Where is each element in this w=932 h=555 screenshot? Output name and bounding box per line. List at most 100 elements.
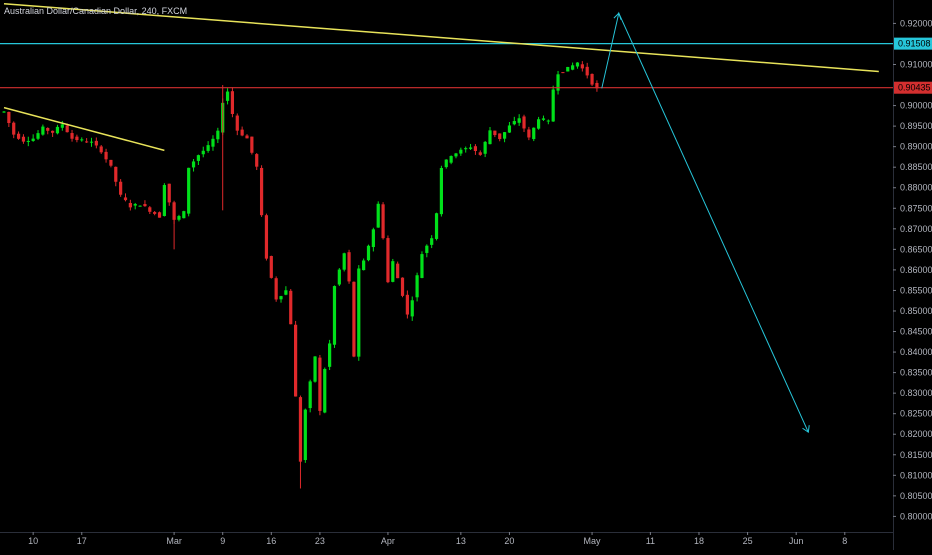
- candle-body: [60, 124, 64, 128]
- candle-body: [580, 64, 584, 69]
- candle: [7, 111, 11, 127]
- candle-body: [255, 154, 259, 167]
- candle-body: [556, 74, 560, 91]
- candles-layer: [2, 61, 599, 489]
- candle: [128, 199, 132, 211]
- candle-body: [2, 111, 6, 113]
- candle: [255, 153, 259, 171]
- candle: [386, 235, 390, 284]
- candle: [522, 114, 526, 133]
- price-tick-label: 0.87000: [900, 224, 932, 234]
- time-tick-label: 23: [315, 536, 325, 546]
- candle-body: [12, 122, 16, 135]
- candle: [342, 252, 346, 272]
- candle: [381, 202, 385, 240]
- candle-body: [342, 253, 346, 270]
- price-tick-label: 0.83500: [900, 368, 932, 378]
- candle-body: [347, 252, 351, 282]
- candle: [85, 138, 89, 143]
- candle: [323, 367, 327, 414]
- price-tick-label: 0.85000: [900, 306, 932, 316]
- candle-body: [478, 152, 482, 155]
- time-axis[interactable]: 10 17 Mar 9 16 23 Apr 13 20 May 11 18 25 Jun 8: [0, 532, 893, 546]
- candle-body: [585, 66, 589, 76]
- candle-body: [561, 72, 565, 74]
- candle: [177, 214, 181, 222]
- candle: [410, 296, 414, 321]
- candle: [362, 258, 366, 271]
- candle: [26, 136, 30, 147]
- candle-body: [26, 140, 30, 142]
- candle: [16, 131, 21, 140]
- candle-body: [449, 156, 453, 163]
- candle-body: [371, 229, 375, 248]
- candle: [512, 116, 516, 126]
- candle-body: [546, 120, 550, 122]
- candle: [439, 165, 443, 217]
- candle: [566, 66, 570, 72]
- candle-body: [138, 205, 142, 207]
- price-label-box: [894, 37, 932, 50]
- candle: [561, 72, 565, 74]
- candle-body: [250, 136, 254, 153]
- candle-body: [493, 130, 497, 136]
- time-tick-label: 9: [220, 536, 225, 546]
- time-tick-label: 25: [743, 536, 753, 546]
- price-tick-label: 0.86500: [900, 244, 932, 254]
- candle: [148, 206, 152, 215]
- candle-body: [187, 167, 191, 214]
- candle: [80, 137, 84, 142]
- candle-body: [498, 133, 502, 140]
- candle-body: [133, 203, 137, 206]
- candle: [201, 146, 205, 158]
- candle: [284, 286, 288, 296]
- candle-body: [313, 356, 317, 382]
- candle: [51, 130, 55, 137]
- projection-arrowhead: [802, 425, 810, 434]
- candle-body: [468, 147, 473, 149]
- projection-arrowhead: [613, 12, 622, 20]
- price-tick-label: 0.85500: [900, 285, 932, 295]
- candle-body: [332, 286, 337, 345]
- candle: [162, 183, 166, 217]
- candle-body: [337, 269, 341, 285]
- candle: [187, 167, 191, 217]
- candle-body: [323, 368, 327, 413]
- candle: [94, 137, 98, 149]
- candle: [279, 295, 283, 303]
- candle: [36, 130, 40, 141]
- candle: [191, 159, 196, 172]
- candle-body: [502, 132, 507, 139]
- candle: [196, 154, 200, 165]
- candle-body: [566, 66, 570, 72]
- candle-body: [400, 277, 405, 296]
- candle-body: [473, 146, 478, 151]
- candle: [308, 379, 312, 413]
- price-tick-label: 0.80500: [900, 491, 932, 501]
- candle: [546, 119, 550, 125]
- candle: [99, 144, 103, 154]
- candle: [230, 87, 235, 118]
- price-tick-label: 0.87500: [900, 203, 932, 213]
- candle: [537, 116, 541, 130]
- candle-body: [211, 138, 215, 147]
- candle: [551, 85, 555, 122]
- candle: [396, 261, 400, 279]
- candle-body: [99, 146, 103, 153]
- candle-body: [70, 133, 74, 139]
- candle: [507, 121, 512, 133]
- candle: [454, 152, 458, 159]
- candle-body: [259, 167, 264, 216]
- candle-body: [415, 275, 419, 298]
- candle-body: [527, 129, 531, 138]
- candle-body: [240, 129, 244, 136]
- candle-body: [522, 116, 526, 129]
- candle-body: [430, 238, 434, 245]
- price-axis[interactable]: 0.92000 0.91000 0.90000 0.89500 0.89000 0.885…: [893, 0, 932, 550]
- candle-body: [575, 62, 580, 67]
- candle: [459, 147, 463, 156]
- candle-body: [318, 357, 322, 411]
- candle-body: [114, 166, 118, 182]
